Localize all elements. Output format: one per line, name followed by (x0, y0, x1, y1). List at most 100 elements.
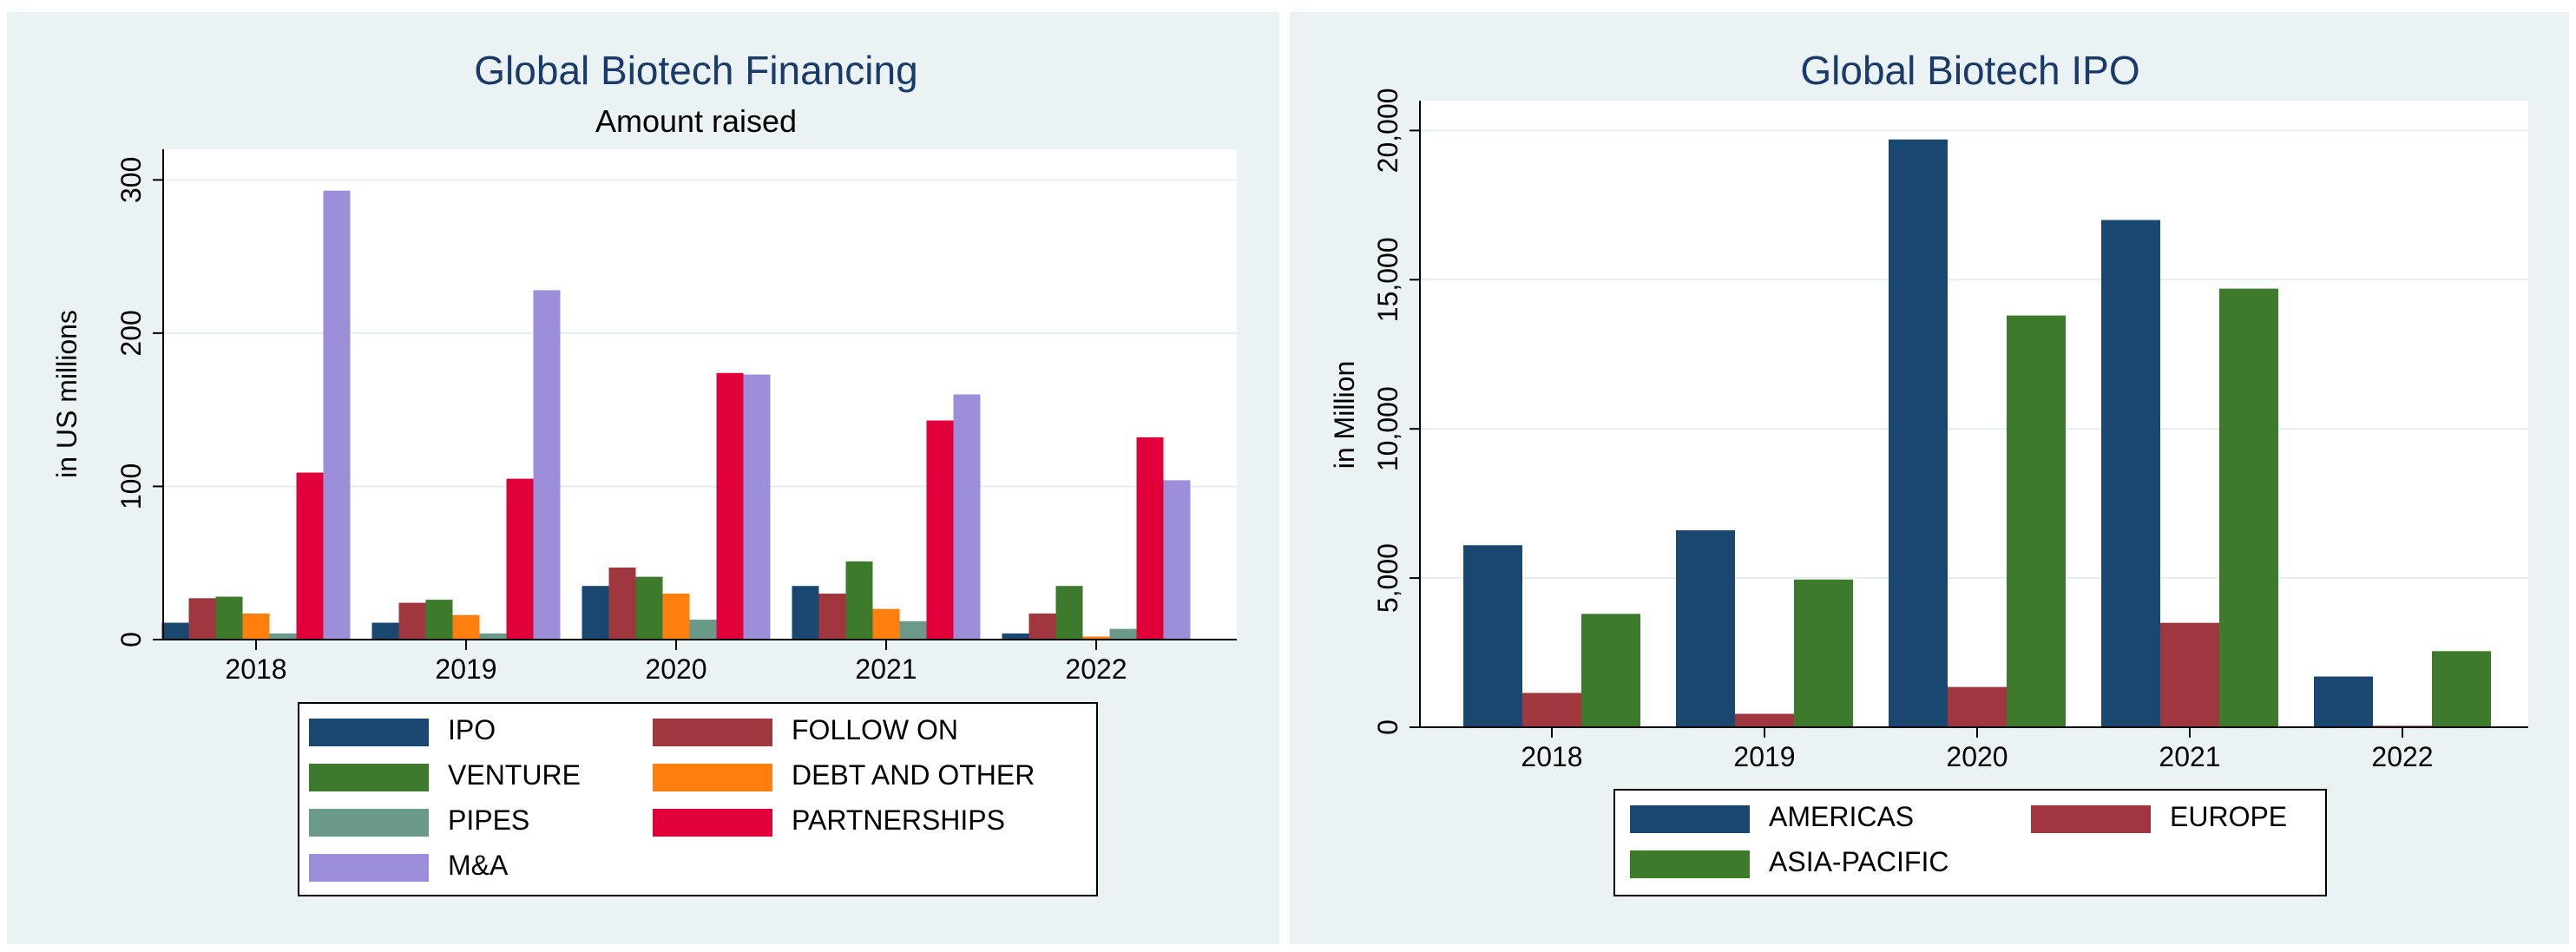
legend-label: AMERICAS (1769, 801, 1914, 832)
bar-m-a-2020 (743, 374, 771, 640)
x-tick-label: 2021 (2159, 741, 2220, 772)
legend-swatch (2031, 805, 2151, 833)
legend-swatch (653, 764, 772, 791)
legend-swatch (653, 719, 772, 746)
bar-americas-2021 (2101, 220, 2160, 727)
legend-swatch (309, 809, 429, 837)
legend-swatch (309, 764, 429, 791)
panel-financing: Global Biotech Financing Amount raised 0… (7, 12, 1279, 944)
bar-debt-and-other-2018 (242, 613, 270, 640)
x-tick-label: 2021 (855, 653, 917, 685)
bar-partnerships-2022 (1136, 437, 1164, 640)
bar-asia-pacific-2018 (1581, 614, 1640, 727)
bar-ipo-2021 (792, 586, 819, 640)
bar-pipes-2018 (269, 633, 297, 640)
bar-ipo-2019 (371, 622, 399, 640)
bar-pipes-2021 (899, 620, 927, 640)
legend-swatch (1630, 850, 1750, 878)
bar-pipes-2019 (479, 633, 507, 640)
bar-asia-pacific-2021 (2219, 288, 2278, 727)
x-tick-label: 2020 (645, 653, 706, 685)
chart-title: Global Biotech Financing (474, 48, 917, 93)
y-tick-label: 100 (115, 463, 147, 509)
x-tick-label: 2019 (1733, 741, 1795, 772)
bar-m-a-2019 (533, 290, 561, 640)
bar-follow-on-2018 (188, 598, 216, 640)
legend-label: IPO (448, 714, 496, 745)
bar-pipes-2022 (1109, 628, 1137, 640)
x-tick-label: 2019 (435, 653, 496, 685)
legend-swatch (1630, 805, 1750, 833)
x-tick-label: 2018 (225, 653, 286, 685)
y-tick-label: 15,000 (1372, 237, 1403, 322)
y-axis-label: in US millions (51, 310, 82, 478)
bars (161, 190, 1191, 640)
legend: IPO FOLLOW ON VENTURE DEBT AND OTHER PIPES PA… (309, 714, 1035, 882)
bar-follow-on-2021 (818, 594, 846, 640)
y-tick-label: 0 (1372, 719, 1403, 735)
bar-debt-and-other-2022 (1082, 636, 1110, 640)
y-tick-label: 200 (115, 310, 147, 356)
y-tick-label: 0 (115, 632, 147, 647)
bar-follow-on-2019 (398, 602, 426, 640)
bar-debt-and-other-2020 (662, 594, 690, 640)
bar-venture-2018 (215, 596, 243, 640)
bar-europe-2019 (1735, 713, 1794, 727)
legend-label: DEBT AND OTHER (792, 759, 1035, 791)
panel-ipo: Global Biotech IPO 0 5,000 10,000 15,000 20,… (1290, 12, 2569, 944)
x-ticks: 2018 2019 2020 2021 2022 (163, 639, 1237, 685)
legend-label: ASIA-PACIFIC (1769, 846, 1948, 877)
chart-title: Global Biotech IPO (1800, 48, 2139, 93)
gridlines (1420, 129, 2528, 580)
bar-asia-pacific-2020 (2007, 315, 2066, 727)
bar-europe-2021 (2160, 622, 2219, 727)
legend-label: PARTNERSHIPS (792, 804, 1005, 836)
x-tick-label: 2018 (1521, 741, 1582, 772)
y-axis-label: in Million (1329, 361, 1360, 469)
legend-label: FOLLOW ON (792, 714, 958, 745)
bar-debt-and-other-2021 (872, 608, 900, 640)
bars (1463, 139, 2491, 727)
bar-m-a-2018 (323, 190, 351, 640)
y-tick-label: 10,000 (1372, 386, 1403, 471)
bar-venture-2020 (635, 576, 663, 640)
bar-pipes-2020 (689, 620, 717, 640)
legend-swatch (653, 809, 772, 837)
bar-partnerships-2020 (716, 372, 744, 640)
bar-americas-2018 (1463, 545, 1522, 727)
chart-subtitle: Amount raised (595, 103, 797, 139)
bar-ipo-2020 (582, 586, 609, 640)
bar-follow-on-2020 (608, 568, 636, 640)
bar-europe-2020 (1948, 686, 2007, 727)
bar-partnerships-2018 (296, 472, 324, 640)
bar-ipo-2022 (1002, 633, 1029, 640)
bar-debt-and-other-2019 (452, 614, 480, 640)
x-tick-label: 2022 (2371, 741, 2433, 772)
bar-m-a-2022 (1163, 480, 1191, 640)
legend-label: M&A (448, 850, 509, 881)
y-ticks: 0 100 200 300 (115, 157, 163, 647)
legend-label: PIPES (448, 804, 529, 836)
bar-venture-2019 (425, 600, 453, 640)
bar-ipo-2018 (161, 622, 189, 640)
bar-follow-on-2022 (1028, 613, 1056, 640)
bar-americas-2022 (2314, 676, 2373, 727)
y-ticks: 0 5,000 10,000 15,000 20,000 (1372, 88, 1420, 735)
bar-venture-2022 (1055, 586, 1083, 640)
bar-venture-2021 (845, 561, 873, 640)
x-ticks: 2018 2019 2020 2021 2022 (1420, 726, 2528, 772)
legend-label: VENTURE (448, 759, 581, 791)
bar-europe-2018 (1522, 693, 1581, 727)
legend-label: EUROPE (2170, 801, 2287, 832)
y-tick-label: 20,000 (1372, 88, 1403, 173)
y-tick-label: 300 (115, 157, 147, 203)
x-tick-label: 2020 (1946, 741, 2008, 772)
bar-asia-pacific-2019 (1794, 579, 1853, 727)
legend-swatch (309, 854, 429, 882)
bar-asia-pacific-2022 (2432, 651, 2491, 727)
x-tick-label: 2022 (1065, 653, 1127, 685)
bar-americas-2019 (1676, 530, 1735, 727)
bar-partnerships-2021 (926, 420, 954, 640)
y-tick-label: 5,000 (1372, 543, 1403, 613)
